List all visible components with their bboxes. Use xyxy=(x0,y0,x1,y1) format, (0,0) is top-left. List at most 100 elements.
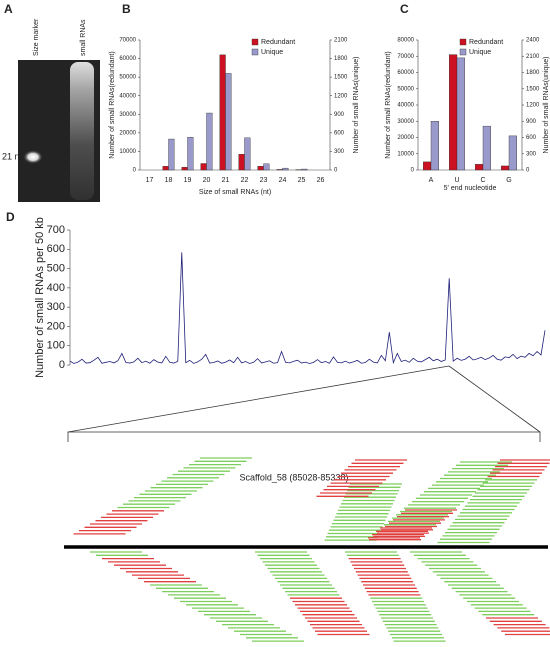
zoom-line xyxy=(448,365,541,433)
zoom-layout xyxy=(64,365,550,642)
y2-tick-label: 1500 xyxy=(526,86,540,92)
x-tick-label: U xyxy=(454,177,459,184)
x-tick-label: C xyxy=(480,177,485,184)
legend-swatch xyxy=(459,38,467,46)
zoom-title: Scaffold_58 (85028-85338) xyxy=(240,472,349,482)
bar xyxy=(219,54,226,171)
marker-label: 21 nt xyxy=(2,151,23,161)
bar xyxy=(181,167,188,171)
y-label: Number of small RNAs(redundant) xyxy=(385,51,392,158)
y2-tick-label: 900 xyxy=(334,112,345,118)
bar xyxy=(456,57,466,171)
y-tick-label: 70000 xyxy=(397,54,414,60)
y-label: Number of small RNAs per 50 kb xyxy=(34,217,46,378)
bar xyxy=(475,164,484,171)
bar xyxy=(187,136,194,171)
lane-label: small RNAs xyxy=(80,19,87,56)
x-tick-label: 18 xyxy=(165,177,173,184)
bar xyxy=(225,73,232,171)
y-tick-label: 200 xyxy=(47,320,65,332)
x-tick-label: 17 xyxy=(146,177,154,184)
y-tick-label: 10000 xyxy=(119,149,136,155)
bar xyxy=(423,161,432,171)
y-tick-label: 0 xyxy=(411,168,415,174)
y2-tick-label: 1500 xyxy=(334,75,348,81)
y-tick-label: 400 xyxy=(47,282,65,294)
y2-tick-label: 900 xyxy=(526,119,537,125)
lane-label: Size marker xyxy=(33,18,40,56)
marker-band xyxy=(23,150,43,164)
zoom-line xyxy=(67,365,450,433)
y-tick-label: 300 xyxy=(47,301,65,313)
bar xyxy=(449,54,458,171)
line xyxy=(69,252,546,365)
bar xyxy=(301,168,308,171)
y-tick-label: 700 xyxy=(47,224,65,236)
bar xyxy=(263,163,270,171)
legend-swatch xyxy=(251,48,259,56)
y-tick-label: 600 xyxy=(47,243,65,255)
bar xyxy=(244,137,251,171)
bar xyxy=(430,121,440,171)
x-tick-label: 20 xyxy=(203,177,211,184)
panel-letter: C xyxy=(400,2,409,16)
x-tick-label: 19 xyxy=(184,177,192,184)
y-tick-label: 10000 xyxy=(397,151,414,157)
panel-letter: D xyxy=(6,210,15,224)
y-tick-label: 0 xyxy=(133,168,137,174)
bar xyxy=(508,135,518,171)
y-tick-label: 30000 xyxy=(119,112,136,118)
legend-label: Redundant xyxy=(469,39,503,46)
x-label: Size of small RNAs (nt) xyxy=(199,189,271,196)
y2-tick-label: 1800 xyxy=(334,56,348,62)
y-tick-label: 0 xyxy=(59,359,65,371)
legend-swatch xyxy=(459,48,467,56)
y-tick-label: 40000 xyxy=(119,93,136,99)
y-tick-label: 50000 xyxy=(397,86,414,92)
x-tick-label: 24 xyxy=(279,177,287,184)
x-tick-label: 21 xyxy=(222,177,230,184)
y2-label: Number of small RNAs(unique) xyxy=(543,57,550,154)
bar xyxy=(276,169,283,171)
panel-letter: A xyxy=(4,2,13,16)
legend-label: Redundant xyxy=(261,39,295,46)
y-tick-label: 20000 xyxy=(119,130,136,136)
y-tick-label: 100 xyxy=(47,340,65,352)
bar xyxy=(282,167,289,171)
y2-tick-label: 2100 xyxy=(334,38,348,44)
y2-tick-label: 600 xyxy=(334,130,345,136)
bar xyxy=(501,165,510,171)
y2-tick-label: 1200 xyxy=(526,103,540,109)
x-tick-label: 22 xyxy=(241,177,249,184)
bar xyxy=(162,166,169,171)
y-tick-label: 80000 xyxy=(397,38,414,44)
y2-tick-label: 600 xyxy=(526,135,537,141)
y-tick-label: 50000 xyxy=(119,75,136,81)
x-tick-label: 25 xyxy=(298,177,306,184)
x-tick-label: 26 xyxy=(317,177,325,184)
bar xyxy=(200,163,207,171)
bar xyxy=(168,138,175,171)
y2-tick-label: 0 xyxy=(334,168,338,174)
legend-label: Unique xyxy=(261,49,283,56)
bar xyxy=(482,125,492,171)
legend-swatch xyxy=(251,38,259,46)
y2-tick-label: 1200 xyxy=(334,93,348,99)
y2-tick-label: 2400 xyxy=(526,38,540,44)
y-tick-label: 500 xyxy=(47,262,65,274)
y2-tick-label: 300 xyxy=(526,151,537,157)
x-tick-label: G xyxy=(506,177,511,184)
y-label: Number of small RNAs(redundant) xyxy=(109,51,116,158)
y-tick-label: 20000 xyxy=(397,135,414,141)
y-tick-label: 30000 xyxy=(397,119,414,125)
x-label: 5' end nucleotide xyxy=(444,185,497,192)
rna-smear xyxy=(70,62,94,200)
y-tick-label: 60000 xyxy=(397,70,414,76)
y2-tick-label: 2100 xyxy=(526,54,540,60)
bar xyxy=(206,112,213,171)
x-tick-label: 23 xyxy=(260,177,268,184)
y2-tick-label: 1800 xyxy=(526,70,540,76)
y2-label: Number of small RNAs(unique) xyxy=(353,57,360,154)
y-tick-label: 40000 xyxy=(397,103,414,109)
